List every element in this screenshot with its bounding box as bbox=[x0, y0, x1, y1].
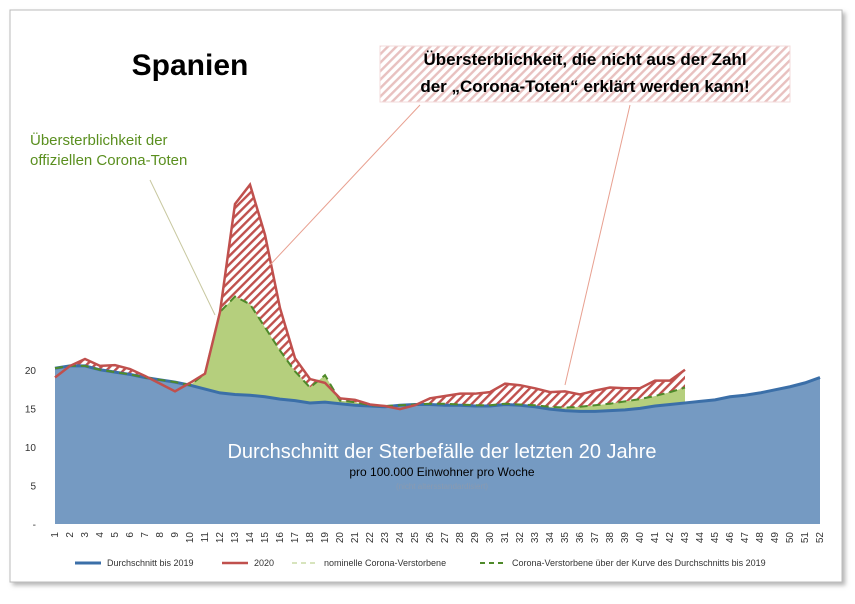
x-tick-label: 22 bbox=[365, 532, 376, 544]
x-tick-label: 31 bbox=[500, 532, 511, 544]
legend-label: Corona-Verstorbene über der Kurve des Du… bbox=[512, 558, 766, 568]
annotation: Durchschnitt der Sterbefälle der letzten… bbox=[227, 441, 656, 463]
x-tick-label: 3 bbox=[80, 532, 91, 538]
x-tick-label: 50 bbox=[785, 532, 796, 544]
x-tick-label: 34 bbox=[545, 532, 556, 544]
x-tick-label: 51 bbox=[800, 532, 811, 544]
x-tick-label: 17 bbox=[290, 532, 301, 544]
annotation: der „Corona-Toten“ erklärt werden kann! bbox=[420, 77, 749, 96]
x-tick-label: 40 bbox=[635, 532, 646, 544]
series-line bbox=[54, 364, 821, 413]
x-tick-label: 13 bbox=[230, 532, 241, 544]
x-tick-label: 37 bbox=[590, 532, 601, 544]
x-tick-label: 24 bbox=[395, 532, 406, 544]
annotation: pro 100.000 Einwohner pro Woche bbox=[349, 465, 535, 479]
x-tick-label: 14 bbox=[245, 532, 256, 544]
x-tick-label: 19 bbox=[320, 532, 331, 544]
series-line bbox=[54, 182, 686, 411]
y-tick-label: 5 bbox=[30, 481, 36, 492]
x-tick-label: 28 bbox=[455, 532, 466, 544]
x-tick-label: 1 bbox=[50, 532, 61, 538]
x-tick-label: 30 bbox=[485, 532, 496, 544]
x-tick-label: 21 bbox=[350, 532, 361, 544]
x-tick-label: 11 bbox=[200, 532, 211, 543]
x-tick-label: 52 bbox=[815, 532, 826, 544]
area-average bbox=[55, 365, 820, 524]
annotation: Übersterblichkeit der bbox=[30, 131, 168, 149]
x-tick-label: 6 bbox=[125, 532, 136, 538]
x-tick-label: 45 bbox=[710, 532, 721, 544]
x-tick-label: 25 bbox=[410, 532, 421, 544]
x-tick-label: 5 bbox=[110, 532, 121, 538]
annotation: offiziellen Corona-Toten bbox=[30, 152, 187, 169]
series-line bbox=[54, 295, 686, 409]
y-tick-label: 15 bbox=[25, 404, 37, 415]
x-tick-label: 41 bbox=[650, 532, 661, 544]
x-tick-label: 32 bbox=[515, 532, 526, 544]
x-tick-label: 20 bbox=[335, 532, 346, 544]
x-tick-label: 8 bbox=[155, 532, 166, 538]
x-tick-label: 2 bbox=[65, 532, 76, 538]
x-tick-label: 42 bbox=[665, 532, 676, 544]
x-tick-label: 49 bbox=[770, 532, 781, 544]
x-tick-label: 27 bbox=[440, 532, 451, 544]
x-tick-label: 44 bbox=[695, 532, 706, 544]
pointer bbox=[269, 104, 421, 266]
y-tick-label: 20 bbox=[25, 366, 37, 377]
x-tick-label: 26 bbox=[425, 532, 436, 544]
y-tick-label: - bbox=[33, 520, 36, 531]
pointer bbox=[564, 104, 631, 386]
legend-label: nominelle Corona-Verstorbene bbox=[324, 558, 446, 568]
x-tick-label: 29 bbox=[470, 532, 481, 544]
x-tick-label: 43 bbox=[680, 532, 691, 544]
x-tick-label: 4 bbox=[95, 532, 106, 538]
annotation: Übersterblichkeit, die nicht aus der Zah… bbox=[423, 50, 746, 69]
x-tick-label: 10 bbox=[185, 532, 196, 544]
x-tick-label: 39 bbox=[620, 532, 631, 544]
x-tick-label: 46 bbox=[725, 532, 736, 544]
x-tick-label: 18 bbox=[305, 532, 316, 544]
chart-title: Spanien bbox=[132, 49, 249, 82]
x-tick-label: 38 bbox=[605, 532, 616, 544]
y-tick-label: 10 bbox=[25, 443, 37, 454]
legend-label: Durchschnitt bis 2019 bbox=[107, 558, 194, 568]
x-tick-label: 33 bbox=[530, 532, 541, 544]
x-tick-label: 47 bbox=[740, 532, 751, 544]
x-tick-label: 23 bbox=[380, 532, 391, 544]
annotation-box bbox=[379, 45, 791, 103]
x-tick-label: 35 bbox=[560, 532, 571, 544]
x-tick-label: 15 bbox=[260, 532, 271, 544]
x-tick-label: 7 bbox=[140, 532, 151, 538]
x-tick-label: 12 bbox=[215, 532, 226, 544]
legend-label: 2020 bbox=[254, 558, 274, 568]
x-tick-label: 36 bbox=[575, 532, 586, 544]
annotation: (nicht altersstandardisiert) bbox=[396, 482, 488, 491]
x-tick-label: 9 bbox=[170, 532, 181, 538]
x-tick-label: 16 bbox=[275, 532, 286, 544]
x-tick-label: 48 bbox=[755, 532, 766, 544]
pointer bbox=[149, 179, 216, 316]
